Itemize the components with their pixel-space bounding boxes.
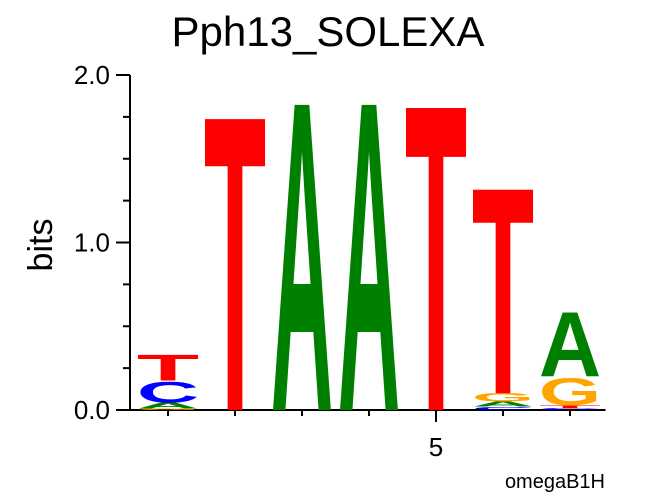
- logo-letter: T: [137, 347, 199, 388]
- logo-letter: T: [405, 14, 467, 496]
- y-tick-label: 1.0: [74, 228, 110, 258]
- x-tick-label: 5: [429, 432, 443, 462]
- logo-letter: A: [271, 10, 333, 496]
- logo-letter: C: [137, 375, 199, 409]
- logo-letter: T: [204, 29, 266, 496]
- logo-letter: T: [472, 125, 534, 456]
- logo-letter: A: [472, 400, 534, 408]
- logo-letter: C: [472, 406, 534, 411]
- logo-letter: G: [539, 370, 601, 414]
- logo-letter: A: [338, 10, 400, 496]
- logo-letter: C: [539, 408, 601, 411]
- chart-title: Pph13_SOLEXA: [172, 8, 485, 55]
- y-axis-label: bits: [22, 219, 60, 272]
- logo-letter: T: [539, 404, 601, 409]
- logo-letter: A: [539, 294, 601, 397]
- y-tick-label: 2.0: [74, 60, 110, 90]
- y-tick-label: 0.0: [74, 395, 110, 425]
- logo-letter: A: [137, 401, 199, 410]
- annotation: omegaB1H: [505, 471, 605, 493]
- logo-letter: G: [137, 408, 199, 411]
- logo-letter: G: [472, 391, 534, 404]
